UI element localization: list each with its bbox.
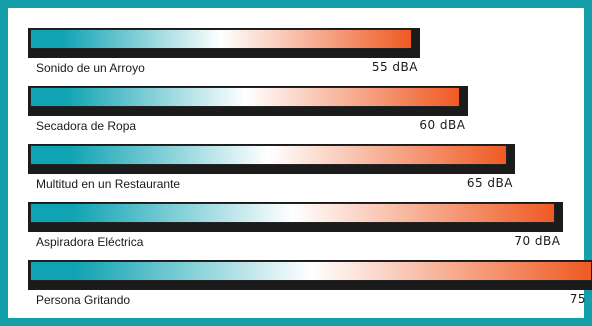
bar-chart: Sonido de un Arroyo 55 dBA Secadora de Rop… xyxy=(16,16,592,326)
bar xyxy=(30,87,460,107)
bar-row: Persona Gritando 75 xyxy=(16,252,592,310)
bar xyxy=(30,261,592,281)
value-label: 55 dBA xyxy=(371,60,418,74)
bar xyxy=(30,145,507,165)
bar xyxy=(30,29,412,49)
bar-row: Multitud en un Restaurante 65 dBA xyxy=(16,136,592,194)
bar-row: Sonido de un Arroyo 55 dBA xyxy=(16,20,592,78)
value-label: 65 dBA xyxy=(466,176,513,190)
value-label: 60 dBA xyxy=(419,118,466,132)
bar xyxy=(30,203,555,223)
bar-row: Aspiradora Eléctrica 70 dBA xyxy=(16,194,592,252)
category-label: Aspiradora Eléctrica xyxy=(36,235,144,249)
category-label: Multitud en un Restaurante xyxy=(36,177,181,191)
value-label: 70 dBA xyxy=(514,234,561,248)
value-label: 75 xyxy=(569,292,586,306)
category-label: Persona Gritando xyxy=(36,293,131,307)
category-label: Secadora de Ropa xyxy=(36,119,137,133)
bar-row: Secadora de Ropa 60 dBA xyxy=(16,78,592,136)
category-label: Sonido de un Arroyo xyxy=(36,61,145,75)
